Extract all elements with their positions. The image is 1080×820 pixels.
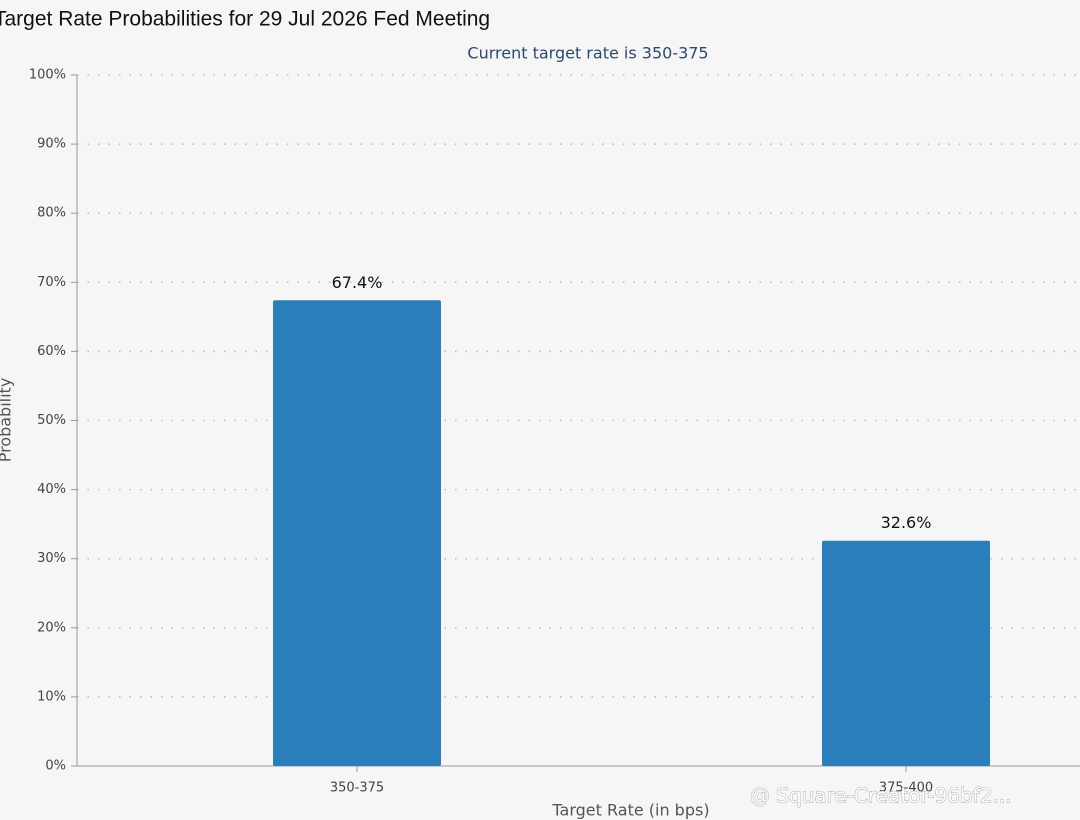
- y-tick-label: 0%: [45, 759, 66, 774]
- value-label: 32.6%: [881, 513, 932, 532]
- bar: [822, 540, 990, 766]
- x-tick-label: 375-400: [879, 781, 933, 796]
- bar: [273, 300, 441, 766]
- y-axis-title: Probability: [0, 378, 15, 463]
- chart-title: Target Rate Probabilities for 29 Jul 202…: [0, 8, 490, 31]
- y-tick-label: 30%: [37, 551, 66, 566]
- chart-subtitle: Current target rate is 350-375: [467, 44, 708, 63]
- y-tick-label: 20%: [37, 620, 66, 635]
- x-tick-label: 350-375: [330, 781, 384, 796]
- y-tick-label: 60%: [37, 344, 66, 359]
- y-tick-label: 10%: [37, 689, 66, 704]
- y-tick-label: 80%: [37, 206, 66, 221]
- watermark: @ Square-Creator-96bf2...: [750, 784, 1012, 808]
- y-tick-label: 70%: [37, 275, 66, 290]
- y-tick-label: 100%: [29, 68, 66, 83]
- y-tick-label: 90%: [37, 137, 66, 152]
- value-label: 67.4%: [332, 273, 383, 292]
- y-tick-label: 40%: [37, 482, 66, 497]
- y-tick-label: 50%: [37, 413, 66, 428]
- x-axis-title: Target Rate (in bps): [551, 801, 709, 820]
